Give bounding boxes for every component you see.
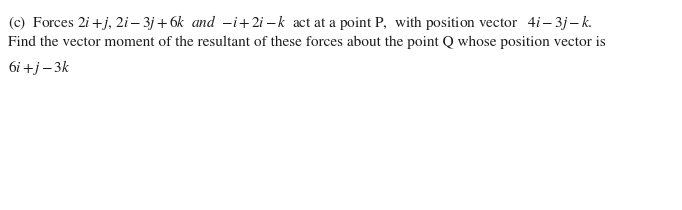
Text: $6i + j - 3k$: $6i + j - 3k$ — [8, 58, 70, 77]
Text: (c)  Forces $2i + j$, $2i - 3j + 6k$  $\mathit{and}$  $- i + 2i - k$  act at a p: (c) Forces $2i + j$, $2i - 3j + 6k$ $\ma… — [8, 13, 593, 32]
Text: Find the vector moment of the resultant of these forces about the point Q whose : Find the vector moment of the resultant … — [8, 35, 606, 49]
